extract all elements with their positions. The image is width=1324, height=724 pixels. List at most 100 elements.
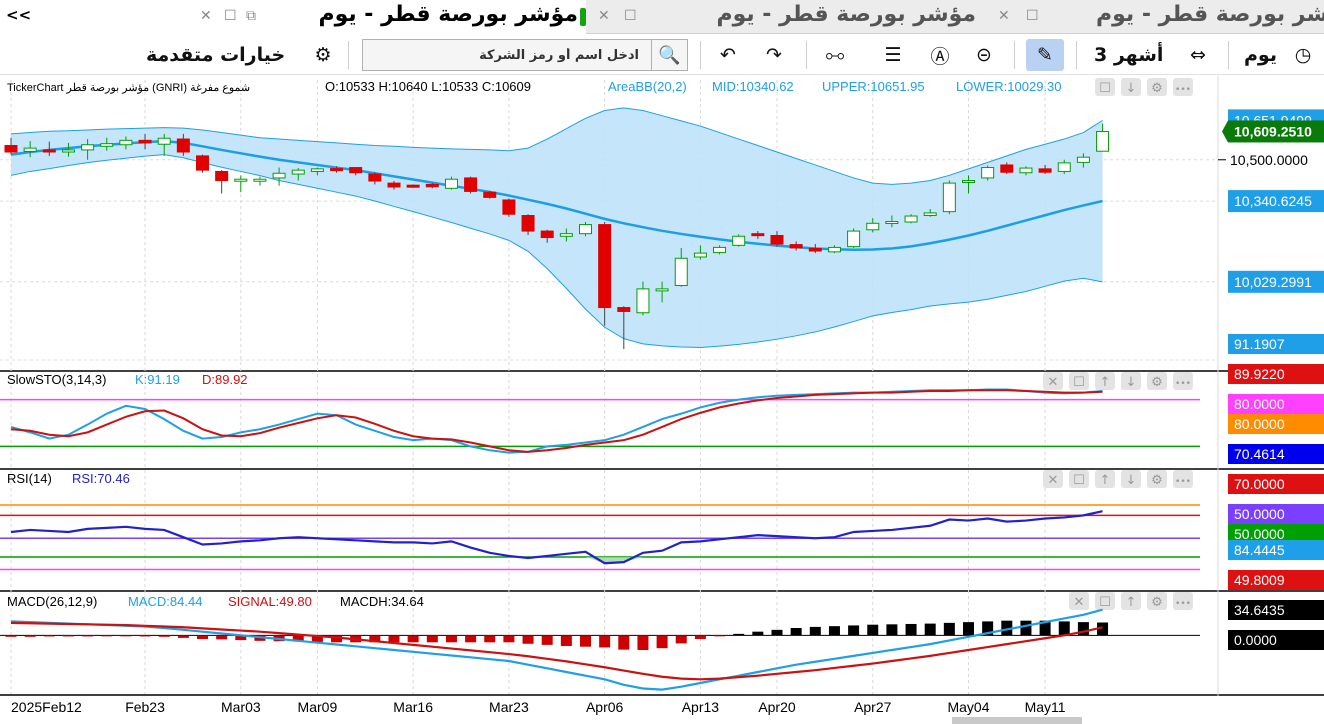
rsi-axis-label-text: 70.0000 bbox=[1234, 476, 1285, 492]
macd-histogram-bar bbox=[790, 628, 802, 636]
maximize-icon[interactable]: ☐ bbox=[624, 8, 637, 24]
maximize-icon[interactable]: ☐ bbox=[1095, 78, 1115, 96]
candle-body bbox=[425, 183, 439, 188]
settings-icon[interactable]: ⚙ bbox=[1147, 470, 1167, 488]
up-icon-glyph: ↑ bbox=[1100, 375, 1111, 390]
sto-legend-k: K:91.19 bbox=[135, 372, 180, 387]
more-icon[interactable]: ••• bbox=[1173, 592, 1193, 610]
tab-active[interactable]: ✕ ☐ ⧉ مؤشر بورصة قطر - يوم bbox=[190, 0, 586, 34]
settings-icon-bg bbox=[1147, 470, 1167, 488]
macd-histogram-bar bbox=[541, 635, 553, 645]
search-icon[interactable]: 🔍 bbox=[651, 40, 687, 70]
chart-area[interactable]: TickerChart مؤشر بورصة قطر (GNRI) شموع م… bbox=[0, 76, 1324, 724]
macd-histogram-bar bbox=[139, 635, 151, 637]
candle-body bbox=[904, 215, 918, 223]
candle-body bbox=[827, 246, 841, 253]
maximize-icon[interactable]: ☐ bbox=[224, 8, 237, 24]
chart-canvas[interactable]: TickerChart مؤشر بورصة قطر (GNRI) شموع م… bbox=[0, 76, 1324, 724]
candle-body bbox=[962, 180, 975, 184]
macd-histogram-bar bbox=[82, 635, 94, 637]
pencil-icon[interactable]: ✎ bbox=[1026, 39, 1064, 71]
down-icon[interactable]: ↓ bbox=[1121, 470, 1141, 488]
rsi-axis-label: 70.0000 bbox=[1228, 474, 1324, 494]
time-axis-label: Mar03 bbox=[221, 699, 261, 715]
macd-legend-hist: MACDH:34.64 bbox=[340, 594, 424, 609]
link-icon[interactable]: ⇔ bbox=[1190, 44, 1206, 66]
macd-histogram-bar bbox=[848, 625, 860, 636]
candle-body bbox=[196, 155, 209, 171]
candle-body bbox=[215, 170, 229, 182]
settings-icon[interactable]: ⚙ bbox=[1147, 372, 1167, 390]
clock-icon[interactable]: ◷ bbox=[1294, 44, 1312, 66]
maximize-icon[interactable]: ☐ bbox=[1095, 592, 1115, 610]
settings-icon[interactable]: ⚙ bbox=[1147, 78, 1167, 96]
macd-histogram-bar bbox=[656, 635, 668, 649]
wave-circle-icon[interactable]: ⊝ bbox=[976, 44, 992, 66]
time-axis-label: 2025Feb12 bbox=[11, 699, 82, 715]
close-icon[interactable]: ✕ bbox=[598, 8, 610, 24]
toolbar-divider bbox=[1076, 41, 1077, 69]
more-icon[interactable]: ••• bbox=[1173, 78, 1193, 96]
down-icon[interactable]: ↓ bbox=[1121, 78, 1141, 96]
tab-inactive[interactable]: ✕ ☐ مؤشر بورصة قطر - يوم bbox=[588, 0, 984, 34]
settings-icon[interactable]: ⚙ bbox=[1147, 592, 1167, 610]
undo-icon[interactable]: ↶ bbox=[720, 44, 736, 66]
macd-legend-name: MACD(26,12,9) bbox=[7, 594, 97, 609]
macd-histogram-bar bbox=[484, 635, 496, 643]
macd-legend-macd: MACD:84.44 bbox=[128, 594, 202, 609]
tab-inactive[interactable]: ✕ ☐ مؤشر بورصة قطر - يوم bbox=[986, 0, 1324, 34]
sto-axis-label: 91.1907 bbox=[1228, 334, 1324, 354]
sto-axis-label-bg bbox=[1228, 364, 1324, 384]
macd-histogram-bar bbox=[503, 635, 515, 643]
up-icon[interactable]: ↑ bbox=[1121, 592, 1141, 610]
period-selector[interactable]: 3 أشهر bbox=[1094, 44, 1164, 66]
maximize-icon[interactable]: ☐ bbox=[1069, 470, 1089, 488]
candle-body bbox=[808, 247, 822, 252]
close-icon[interactable]: ✕ bbox=[998, 8, 1010, 24]
close-icon[interactable]: ✕ bbox=[1043, 470, 1063, 488]
close-icon[interactable]: ✕ bbox=[1069, 592, 1089, 610]
maximize-icon[interactable]: ☐ bbox=[1069, 372, 1089, 390]
candle-body bbox=[751, 233, 765, 237]
toolbar-divider bbox=[1228, 41, 1229, 69]
candle-body bbox=[310, 168, 324, 172]
redo-icon[interactable]: ↷ bbox=[766, 44, 782, 66]
macd-histogram-bar bbox=[924, 623, 936, 636]
candle-body bbox=[1057, 162, 1071, 172]
macd-axis-label: 34.6435 bbox=[1228, 600, 1324, 620]
down-icon[interactable]: ↓ bbox=[1121, 372, 1141, 390]
bars-icon[interactable]: ☰ bbox=[884, 44, 902, 66]
maximize-icon[interactable]: ☐ bbox=[1026, 8, 1039, 24]
interval-selector[interactable]: يوم bbox=[1244, 44, 1277, 66]
restore-icon[interactable]: ⧉ bbox=[246, 8, 256, 24]
time-axis-label: Apr20 bbox=[758, 699, 796, 715]
close-icon[interactable]: ✕ bbox=[200, 8, 212, 24]
advanced-options-button[interactable]: خيارات متقدمة bbox=[146, 44, 286, 66]
tab-title: مؤشر بورصة قطر - يوم bbox=[1096, 2, 1324, 27]
up-icon[interactable]: ↑ bbox=[1095, 372, 1115, 390]
candle-body bbox=[1076, 156, 1090, 163]
macd-histogram-bar bbox=[771, 629, 783, 636]
price-axis-label-text: 10,340.6245 bbox=[1234, 193, 1312, 209]
candle-body bbox=[176, 138, 190, 153]
candle-body bbox=[387, 182, 401, 188]
a-circle-icon[interactable]: Ⓐ bbox=[930, 45, 950, 68]
more-icon[interactable]: ••• bbox=[1173, 470, 1193, 488]
macd-histogram-bar bbox=[407, 635, 419, 643]
macd-histogram-bar bbox=[292, 635, 304, 642]
candle-body bbox=[406, 184, 420, 188]
up-icon[interactable]: ↑ bbox=[1095, 470, 1115, 488]
maximize-icon-glyph: ☐ bbox=[1099, 595, 1111, 610]
macd-histogram-bar bbox=[752, 631, 764, 636]
toolbar-divider bbox=[348, 41, 349, 69]
candle-body bbox=[866, 222, 880, 231]
close-icon[interactable]: ✕ bbox=[1043, 372, 1063, 390]
more-icon-bg bbox=[1173, 470, 1193, 488]
gear-icon[interactable]: ⚙ bbox=[314, 44, 332, 66]
binoculars-icon[interactable]: ⧟ bbox=[825, 44, 845, 66]
candle-body bbox=[368, 173, 382, 182]
tab-overflow-button[interactable]: << bbox=[0, 0, 190, 34]
more-icon[interactable]: ••• bbox=[1173, 372, 1193, 390]
sto-axis-label-text: 80.0000 bbox=[1234, 416, 1285, 432]
search-input[interactable] bbox=[363, 40, 649, 70]
